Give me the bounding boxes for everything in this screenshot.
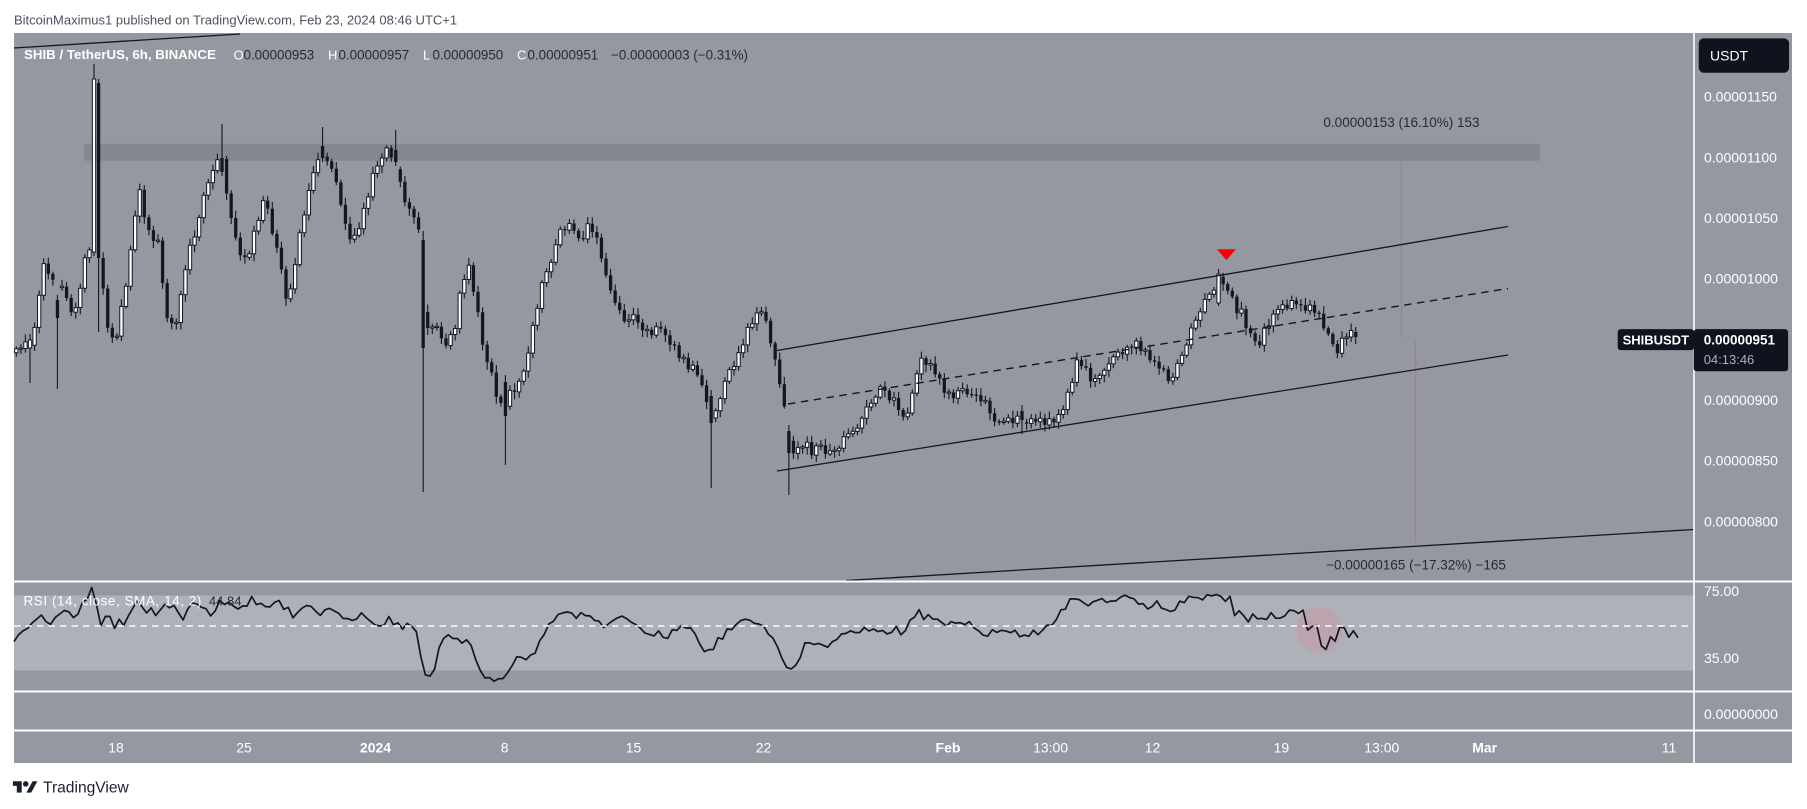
- svg-text:25: 25: [236, 740, 252, 756]
- svg-text:12: 12: [1145, 740, 1161, 756]
- svg-text:19: 19: [1274, 740, 1290, 756]
- svg-text:11: 11: [1662, 740, 1677, 756]
- svg-text:0.00000953: 0.00000953: [244, 48, 315, 63]
- svg-text:BitcoinMaximus1 published on T: BitcoinMaximus1 published on TradingView…: [14, 13, 457, 28]
- svg-text:TradingView: TradingView: [43, 780, 130, 797]
- svg-text:18: 18: [108, 740, 124, 756]
- svg-text:0.00000800: 0.00000800: [1704, 513, 1778, 529]
- svg-text:C: C: [517, 48, 526, 63]
- svg-text:0.00000950: 0.00000950: [433, 48, 504, 63]
- svg-text:O: O: [234, 48, 244, 63]
- svg-text:2024: 2024: [360, 740, 391, 756]
- svg-text:13:00: 13:00: [1033, 740, 1068, 756]
- svg-text:0.00000000: 0.00000000: [1704, 706, 1778, 722]
- svg-text:75.00: 75.00: [1704, 583, 1739, 599]
- svg-text:35.00: 35.00: [1704, 650, 1739, 666]
- svg-text:13:00: 13:00: [1364, 740, 1399, 756]
- svg-text:15: 15: [626, 740, 642, 756]
- svg-text:0.00000951: 0.00000951: [528, 48, 599, 63]
- svg-text:−0.00000165 (−17.32%) −165: −0.00000165 (−17.32%) −165: [1326, 558, 1506, 573]
- svg-text:L: L: [423, 48, 430, 63]
- svg-text:22: 22: [756, 740, 772, 756]
- svg-text:8: 8: [501, 740, 509, 756]
- svg-text:Mar: Mar: [1472, 740, 1497, 756]
- svg-text:H: H: [328, 48, 337, 63]
- svg-text:SHIB / TetherUS, 6h, BINANCE: SHIB / TetherUS, 6h, BINANCE: [24, 47, 216, 62]
- svg-text:Feb: Feb: [936, 740, 961, 756]
- svg-text:0.00001150: 0.00001150: [1704, 89, 1777, 105]
- svg-text:0.00000951: 0.00000951: [1704, 333, 1776, 348]
- svg-text:−0.00000003 (−0.31%): −0.00000003 (−0.31%): [611, 48, 748, 63]
- svg-text:04:13:46: 04:13:46: [1704, 352, 1755, 367]
- svg-text:SHIBUSDT: SHIBUSDT: [1623, 332, 1690, 347]
- svg-text:USDT: USDT: [1710, 48, 1749, 64]
- svg-text:0.00001050: 0.00001050: [1704, 210, 1778, 226]
- svg-text:0.00001100: 0.00001100: [1704, 149, 1777, 165]
- svg-text:0.00000153 (16.10%) 153: 0.00000153 (16.10%) 153: [1323, 115, 1479, 130]
- svg-text:0.00000957: 0.00000957: [339, 48, 410, 63]
- svg-text:0.00000900: 0.00000900: [1704, 392, 1778, 408]
- svg-text:0.00000850: 0.00000850: [1704, 453, 1778, 469]
- svg-text:RSI (14, close, SMA, 14, 2): RSI (14, close, SMA, 14, 2): [24, 594, 202, 609]
- svg-text:0.00001000: 0.00001000: [1704, 271, 1778, 287]
- svg-text:44.84: 44.84: [209, 594, 242, 609]
